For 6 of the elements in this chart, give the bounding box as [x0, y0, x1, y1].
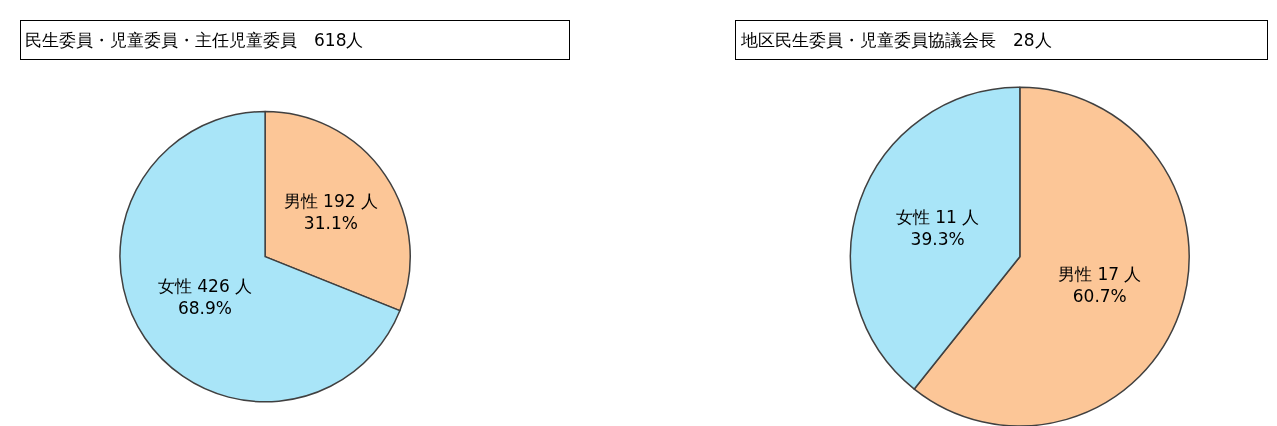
slice-label: 男性 17 人 60.7%: [1058, 263, 1142, 306]
chart-title: 地区民生委員・児童委員協議会長 28人: [740, 30, 1052, 50]
slice-label: 女性 426 人 68.9%: [157, 276, 253, 319]
slice-label: 男性 192 人 31.1%: [283, 191, 378, 234]
slice-label: 女性 11 人 39.3%: [895, 206, 980, 249]
chart-title: 民生委員・児童委員・主任児童委員 618人: [25, 30, 364, 50]
